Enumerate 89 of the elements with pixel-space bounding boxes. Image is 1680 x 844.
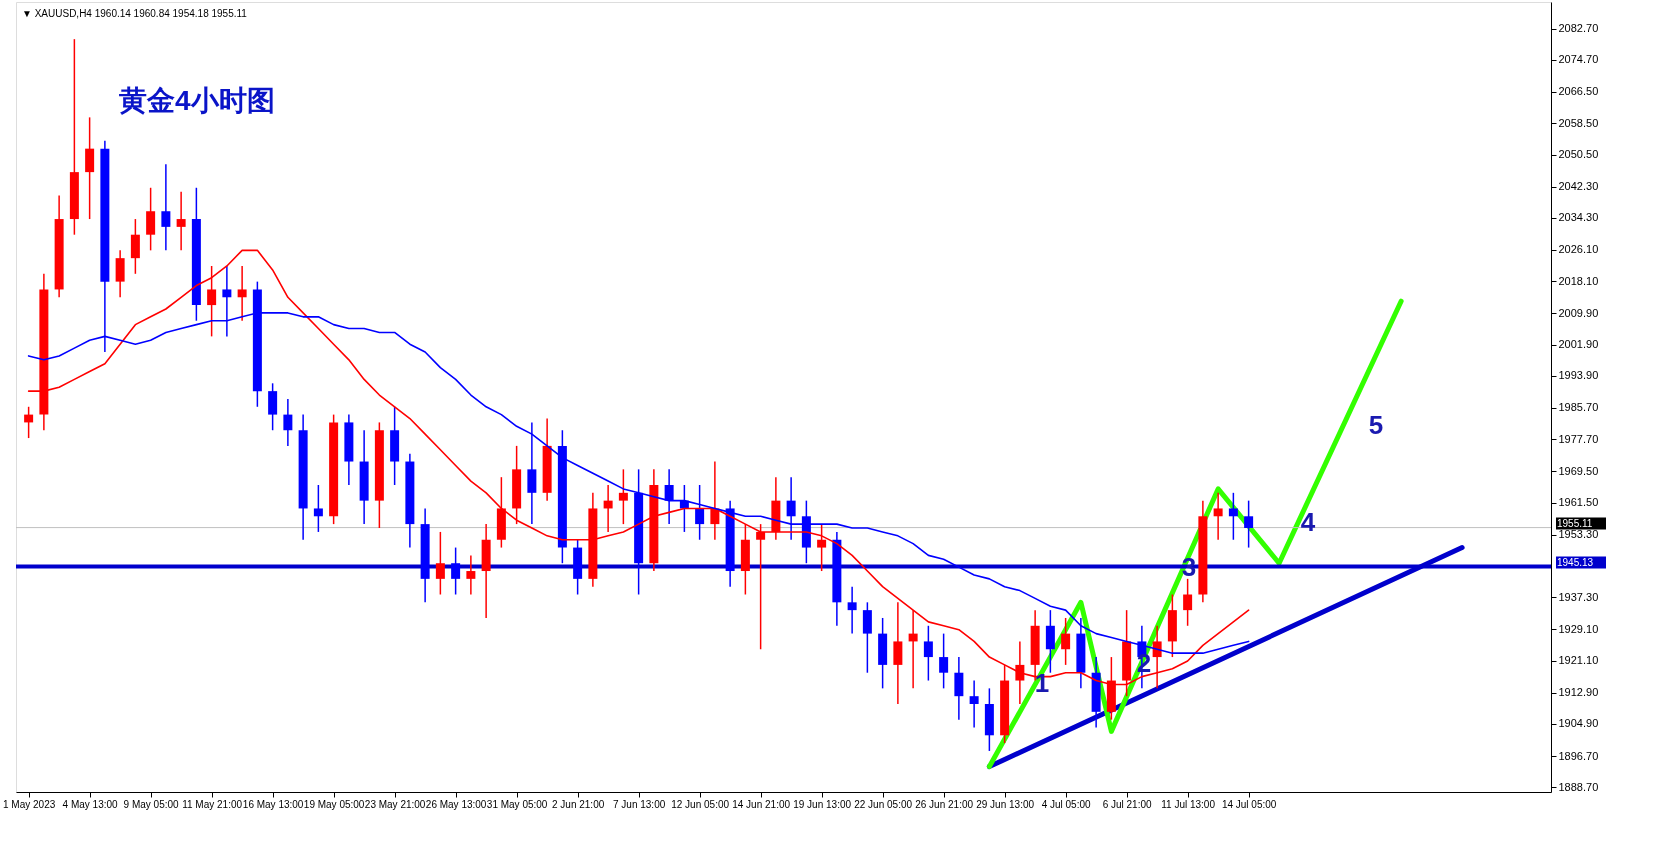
x-tick-label: 11 May 21:00 [182, 798, 243, 810]
candlestick [1244, 499, 1254, 549]
x-tick-label: 26 May 13:00 [425, 798, 487, 810]
x-tick-label: 29 Jun 13:00 [976, 798, 1035, 810]
x-tick-label: 23 May 21:00 [364, 798, 426, 810]
candlestick [268, 382, 278, 431]
candlestick [115, 249, 125, 299]
x-tick-label: 4 Jul 05:00 [1041, 798, 1092, 810]
x-tick-label: 11 Jul 13:00 [1161, 798, 1216, 810]
candlestick [817, 523, 827, 572]
candlestick [1183, 578, 1193, 627]
x-tick-label: 26 Jun 21:00 [915, 798, 974, 810]
candlestick [786, 476, 796, 541]
y-tick-label: 2026.10 [1558, 243, 1599, 256]
x-tick-label: 7 Jun 13:00 [612, 798, 666, 810]
y-tick-label: 1937.30 [1558, 590, 1599, 603]
candlestick [1045, 609, 1055, 674]
candlestick [618, 468, 628, 525]
x-tick-label: 14 Jul 05:00 [1221, 798, 1277, 810]
x-tick-label: 19 Jun 13:00 [793, 798, 852, 810]
candlestick [695, 484, 705, 541]
x-tick-label: 4 May 13:00 [62, 798, 119, 810]
annotation: 3 [1181, 552, 1197, 582]
annotation: 4 [1300, 507, 1316, 537]
y-tick-label: 2009.90 [1558, 306, 1599, 319]
candlestick [451, 546, 461, 596]
candlestick [130, 218, 140, 275]
x-tick-label: 14 Jun 21:00 [732, 798, 791, 810]
annotation: 5 [1368, 410, 1384, 440]
y-tick-label: 2018.10 [1558, 274, 1599, 287]
candlestick [527, 421, 537, 525]
candlestick [1213, 492, 1223, 541]
y-tick-label: 1904.90 [1558, 717, 1599, 730]
y-tick-label: 1912.90 [1558, 686, 1599, 699]
y-tick-label: 1961.50 [1558, 496, 1599, 509]
y-tick-label: 1993.90 [1558, 369, 1599, 382]
candlestick [893, 601, 903, 705]
candlestick [756, 523, 766, 650]
candlestick [146, 187, 156, 252]
y-tick-label: 2050.50 [1558, 148, 1599, 161]
candlestick [313, 484, 323, 533]
x-tick-label: 6 Jul 21:00 [1102, 798, 1153, 810]
candlestick [954, 656, 964, 721]
candlestick [939, 632, 949, 690]
text: ▼ XAUUSD,H4 1960.14 1960.84 1954.18 1955.11 [22, 8, 248, 19]
ref-line-label: 1945.13 [1557, 556, 1594, 568]
x-tick-label: 16 May 13:00 [242, 798, 304, 810]
y-tick-label: 1969.50 [1558, 464, 1599, 477]
y-tick-label: 1985.70 [1558, 401, 1599, 414]
x-tick-label: 2 Jun 21:00 [551, 798, 605, 810]
candlestick [176, 190, 186, 252]
candlestick [862, 601, 872, 674]
candlestick [1061, 617, 1071, 666]
candlestick [161, 163, 171, 252]
y-tick-label: 2001.90 [1558, 338, 1599, 351]
candlestick [969, 679, 979, 729]
candlestick [237, 265, 247, 322]
x-tick-label: 19 May 05:00 [303, 798, 365, 810]
candlestick [1228, 492, 1238, 541]
x-tick-label: 12 Jun 05:00 [671, 798, 730, 810]
candlestick [603, 484, 613, 533]
y-tick-label: 2082.70 [1558, 22, 1599, 35]
y-tick-label: 2042.30 [1558, 180, 1599, 193]
x-tick-label: 1 May 2023 [2, 798, 56, 810]
y-tick-label: 1921.10 [1558, 654, 1599, 667]
candlestick [664, 468, 674, 525]
y-tick-label: 1896.70 [1558, 749, 1599, 762]
x-tick-label: 22 Jun 05:00 [854, 798, 913, 810]
x-tick-label: 9 May 05:00 [123, 798, 180, 810]
candlestick [923, 625, 933, 682]
y-tick-label: 1953.30 [1558, 528, 1599, 541]
candlestick [847, 585, 857, 635]
y-tick-label: 2066.50 [1558, 85, 1599, 98]
y-tick-label: 1929.10 [1558, 622, 1599, 635]
candlestick [85, 116, 95, 220]
candlestick [435, 531, 445, 596]
candlestick [207, 265, 217, 338]
candlestick [283, 398, 293, 447]
y-tick-label: 1888.70 [1558, 780, 1599, 793]
y-tick-label: 2058.50 [1558, 116, 1599, 129]
y-tick-label: 1977.70 [1558, 432, 1599, 445]
candlestick [24, 406, 34, 439]
y-tick-label: 2074.70 [1558, 53, 1599, 66]
text: 黄金4小时图 [118, 85, 275, 116]
y-tick-label: 2034.30 [1558, 211, 1599, 224]
ref-line-label: 1955.11 [1557, 517, 1593, 529]
candlestick [466, 554, 476, 596]
candlestick [710, 460, 720, 541]
x-tick-label: 31 May 05:00 [486, 798, 548, 810]
